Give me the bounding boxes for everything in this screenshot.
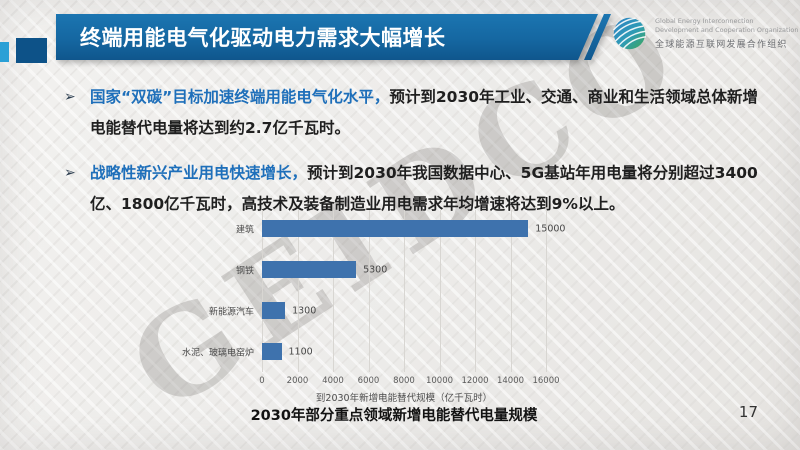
title-bar: 终端用能电气化驱动电力需求大幅增长 (56, 14, 598, 60)
bullet-arrow-icon: ➢ (64, 89, 76, 105)
chart-tick-label: 8000 (393, 376, 415, 386)
chart-tick-label: 6000 (357, 376, 380, 386)
bullet-list: ➢ 国家“双碳”目标加速终端用能电气化水平，预计到2030年工业、交通、商业和生… (64, 82, 772, 234)
accent-square-dark (16, 38, 47, 63)
chart-gridline (333, 210, 334, 372)
chart-category-label: 水泥、玻璃电窑炉 (181, 348, 254, 358)
bullet-item: ➢ 国家“双碳”目标加速终端用能电气化水平，预计到2030年工业、交通、商业和生… (64, 82, 772, 144)
bullet-highlight: 战略性新兴产业用电快速增长， (90, 164, 308, 182)
chart-tick-label: 4000 (322, 376, 344, 386)
page-number: 17 (738, 403, 758, 421)
accent-square-light (0, 42, 9, 62)
chart-row: 钢铁 5300 (236, 261, 546, 278)
slide-title: 终端用能电气化驱动电力需求大幅增长 (80, 26, 446, 50)
bar-chart: 建筑 15000 钢铁 5300 新能源汽车 1300 水泥、玻璃电窑炉 1100 0 2000… (182, 204, 583, 404)
chart-bar (262, 343, 282, 360)
chart-tick-label: 14000 (496, 376, 525, 386)
chart-row: 水泥、玻璃电窑炉 1100 (182, 343, 546, 360)
chart-bar (262, 302, 286, 319)
chart-gridline (439, 210, 441, 372)
chart-plot: 建筑 15000 钢铁 5300 新能源汽车 1300 水泥、玻璃电窑炉 1100 (182, 210, 565, 372)
slide-caption: 2030年部分重点领域新增电能替代电量规模 (250, 408, 538, 424)
chart-category-label: 钢铁 (235, 266, 254, 276)
globe-icon (612, 17, 647, 50)
chart-gridline (297, 210, 299, 372)
chart-value-label: 1100 (288, 346, 313, 357)
bullet-item: ➢ 战略性新兴产业用电快速增长，预计到2030年我国数据中心、5G基站年用电量将… (64, 158, 772, 220)
chart-tick-label: 2000 (286, 376, 309, 386)
chart-gridline (475, 210, 476, 372)
logo-text: Global Energy Interconnection Developmen… (655, 17, 798, 50)
bullet-text: 预计到2030年工业、交通、商业和生活领域总体新增电能替代电量将达到约2.7亿千… (90, 88, 759, 137)
chart-row: 新能源汽车 1300 (209, 302, 546, 319)
chart-gridline (510, 210, 512, 372)
chart-category-label: 新能源汽车 (208, 307, 254, 317)
chart-gridline (368, 210, 370, 372)
chart-tick-label: 10000 (425, 376, 454, 386)
bullet-highlight: 国家“双碳”目标加速终端用能电气化水平， (90, 88, 390, 106)
chart-bar (262, 220, 529, 237)
chart-gridline (262, 210, 263, 372)
chart-bar (262, 261, 357, 278)
chart-tick-label: 12000 (461, 376, 489, 386)
chart-gridline (546, 210, 547, 372)
chart-tick-label: 0 (259, 376, 265, 386)
chart-value-label: 5300 (363, 264, 388, 275)
bullet-arrow-icon: ➢ (64, 165, 76, 181)
chart-category-label: 建筑 (235, 225, 254, 235)
logo-text-en-2: Development and Cooperation Organization (655, 26, 799, 34)
chart-gridline (404, 210, 405, 372)
org-logo: Global Energy Interconnection Developmen… (611, 15, 798, 52)
chart-x-axis-label: 到2030年新增电能替代规模（亿千瓦时） (315, 393, 493, 404)
logo-text-en-1: Global Energy Interconnection (655, 16, 754, 25)
logo-text-zh: 全球能源互联网发展合作组织 (655, 40, 788, 51)
chart-ticks: 0 2000 4000 6000 8000 10000 12000 14000 16000 (259, 376, 559, 388)
chart-row: 建筑 15000 (236, 220, 565, 237)
chart-value-label: 15000 (535, 223, 566, 234)
bullet-text: 预计到2030年我国数据中心、5G基站年用电量将分别超过3400亿、1800亿千… (90, 164, 758, 213)
chart-value-label: 1300 (292, 305, 317, 316)
chart-tick-label: 16000 (532, 376, 560, 386)
